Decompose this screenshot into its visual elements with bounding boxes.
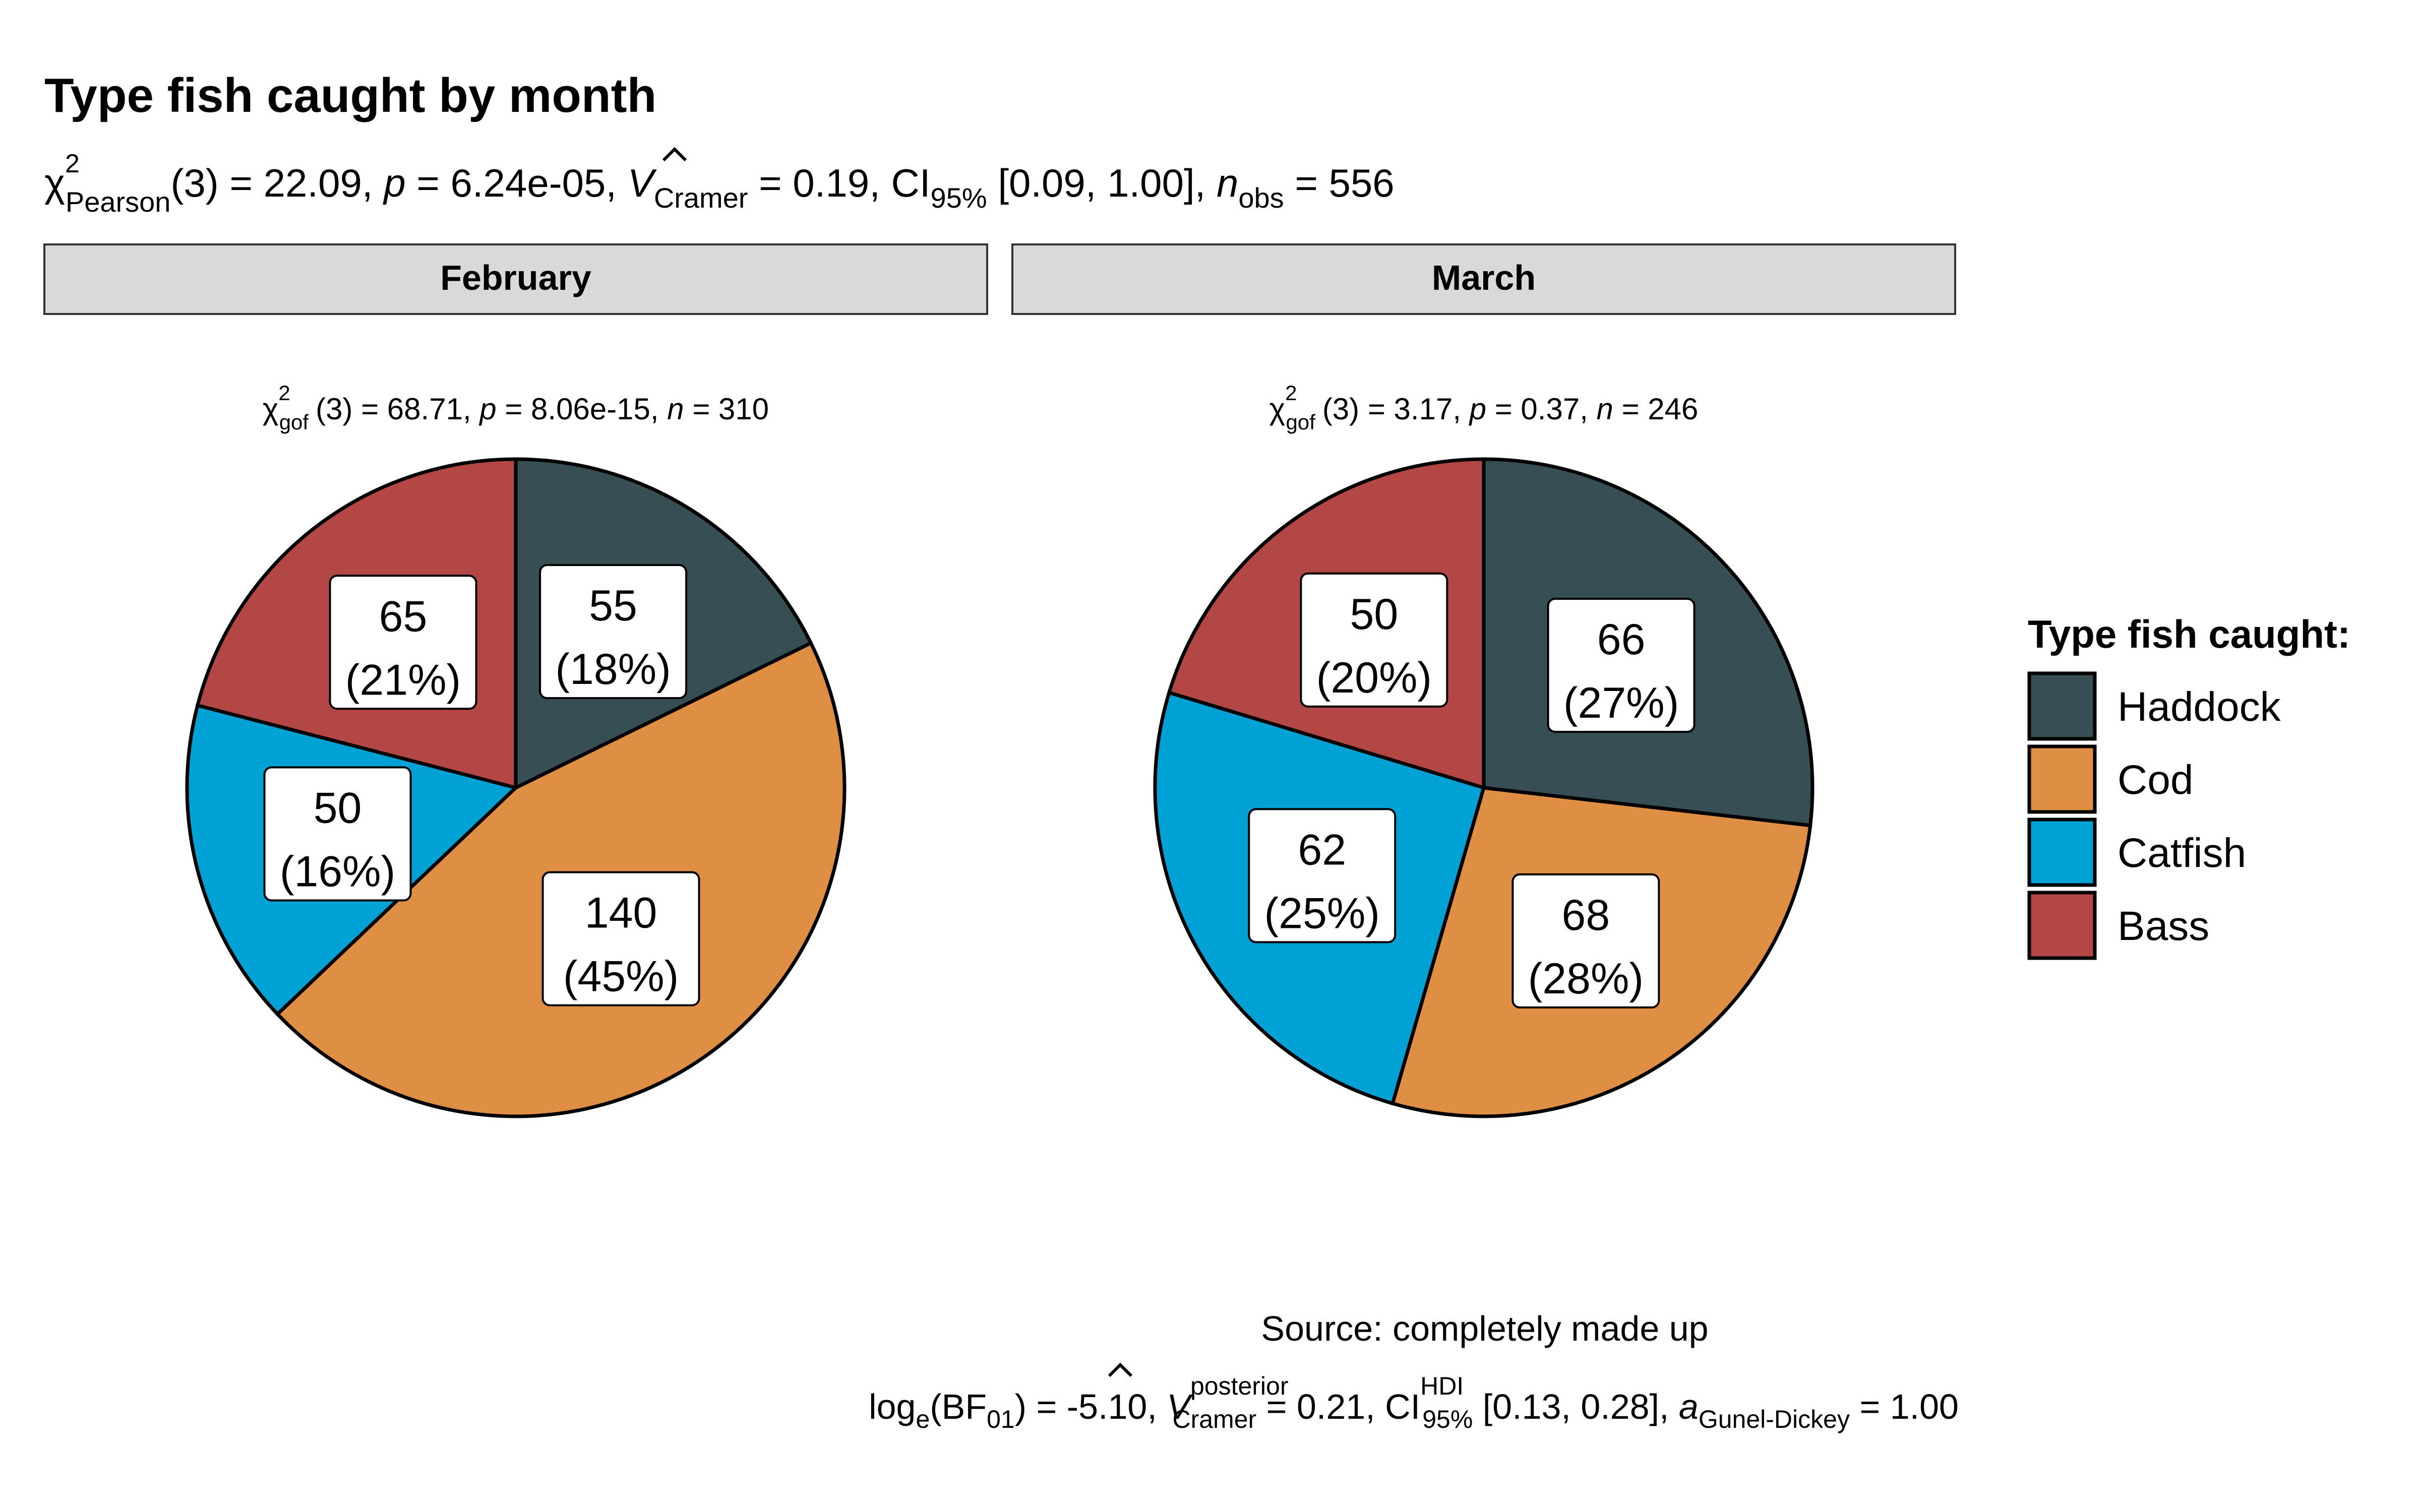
legend-label: Bass xyxy=(2118,903,2209,949)
facet-stats-march: χ2 gof (3) = 3.17, p = 0.37, n = 246 xyxy=(1269,381,1699,434)
legend-item-cod: Cod xyxy=(2027,744,2193,814)
legend-label: Cod xyxy=(2118,757,2193,803)
legend-item-catfish: Catfish xyxy=(2027,817,2246,887)
legend-swatch xyxy=(2027,671,2097,741)
slice-label-count: 50 xyxy=(1350,590,1399,639)
slice-label-percent: (25%) xyxy=(1264,889,1380,937)
slice-label: 50 (16%) xyxy=(263,766,412,902)
slice-label: 65 (21%) xyxy=(329,575,477,710)
legend-title: Type fish caught: xyxy=(2028,612,2350,656)
slice-label-percent: (28%) xyxy=(1528,955,1644,1003)
slice-label: 62 (25%) xyxy=(1248,808,1397,943)
legend-swatch xyxy=(2027,744,2097,814)
caption-bayes: loge(BF01) = -5.10, Vposterior Cramer = 0… xyxy=(869,1372,1959,1435)
facet-strip-label: March xyxy=(1432,258,1536,297)
legend-item-haddock: Haddock xyxy=(2027,671,2281,741)
slice-label-percent: (18%) xyxy=(555,645,671,694)
slice-label-count: 62 xyxy=(1298,826,1346,874)
slice-label-count: 66 xyxy=(1597,615,1646,664)
slice-label-percent: (45%) xyxy=(563,953,679,1001)
legend-label: Catfish xyxy=(2118,830,2246,876)
chart-title: Type fish caught by month xyxy=(44,69,656,122)
slice-label: 50 (20%) xyxy=(1300,572,1448,708)
subtitle-v-hat-icon xyxy=(662,147,687,162)
legend: Type fish caught: Haddock Cod Catfish Bass xyxy=(2027,612,2350,960)
slice-label: 140 (45%) xyxy=(541,871,700,1006)
chart-subtitle: χ2 Pearson(3) = 22.09, p = 6.24e-05, VCra… xyxy=(44,149,1395,218)
slice-label-count: 65 xyxy=(379,592,428,641)
slice-label-percent: (20%) xyxy=(1316,654,1432,702)
slice-label-count: 68 xyxy=(1562,891,1610,939)
legend-item-bass: Bass xyxy=(2027,891,2209,960)
caption-source: Source: completely made up xyxy=(1261,1309,1708,1348)
pie-march: 50 (20%) 62 (25%) 68 (28%) 66 (27%) xyxy=(1153,457,1814,1118)
slice-label-count: 55 xyxy=(589,582,637,630)
caption-v-hat-icon xyxy=(1108,1362,1133,1377)
legend-label: Haddock xyxy=(2118,684,2281,730)
slice-label-percent: (27%) xyxy=(1563,679,1679,727)
slice-label-percent: (16%) xyxy=(280,848,395,896)
facet-strip-february: February xyxy=(43,243,988,315)
slice-label-count: 140 xyxy=(585,889,657,937)
facet-strip-march: March xyxy=(1011,243,1956,315)
slice-label-percent: (21%) xyxy=(345,656,461,704)
facet-stats-february: χ2 gof (3) = 68.71, p = 8.06e-15, n = 310 xyxy=(263,381,769,434)
facet-strip-label: February xyxy=(440,258,591,297)
legend-swatch xyxy=(2027,817,2097,887)
legend-swatch xyxy=(2027,891,2097,960)
slice-label: 55 (18%) xyxy=(539,564,688,700)
slice-label-count: 50 xyxy=(314,784,362,833)
slice-label: 66 (27%) xyxy=(1547,598,1696,733)
pie-february: 65 (21%) 50 (16%) 140 (45%) 55 (18%) xyxy=(185,457,846,1118)
slice-label: 68 (28%) xyxy=(1511,873,1660,1009)
